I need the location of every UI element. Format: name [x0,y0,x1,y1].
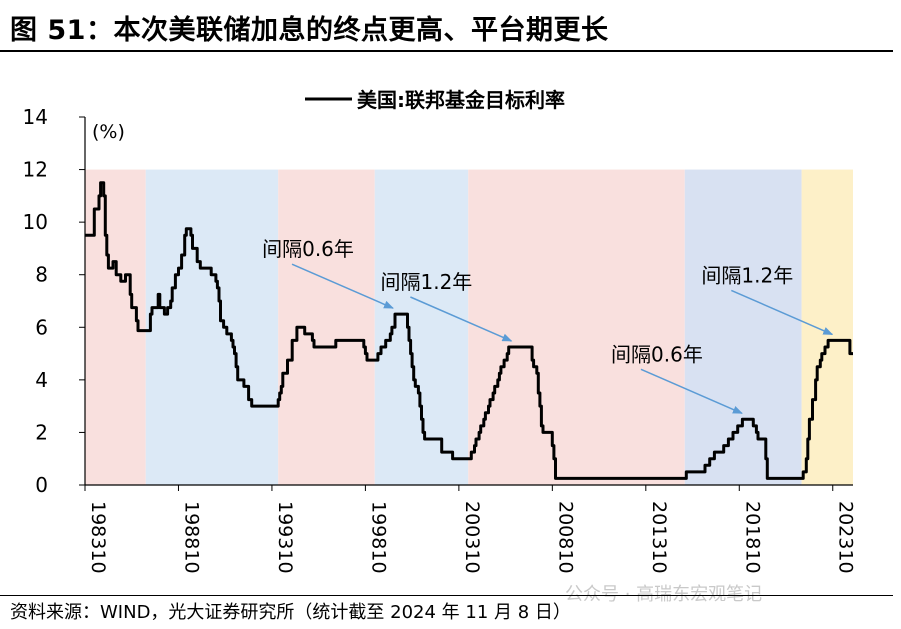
annotation-label: 间隔0.6年 [611,342,703,366]
figure-title: 图 51：本次美联储加息的终点更高、平台期更长 [10,15,609,46]
series-line-0 [85,181,853,480]
y-tick-label: 2 [35,420,48,444]
annotation-label: 间隔1.2年 [380,270,472,294]
x-tick-label: 200310 [461,501,483,574]
series-layer [85,181,853,480]
x-tick-label: 198810 [180,501,202,574]
y-tick-label: 12 [23,158,48,182]
phase-shading [85,169,853,486]
annotation-arrow [410,296,513,342]
source-divider [0,595,893,596]
shaded-period-cut [145,169,279,486]
y-tick-label: 8 [35,263,48,287]
y-tick-label: 4 [35,368,48,392]
title-divider [0,50,893,52]
legend: 美国:联邦基金目标利率 [305,88,565,112]
shaded-period-cut [374,169,469,486]
x-tick-label: 199310 [274,501,296,574]
y-tick-label: 14 [23,105,48,129]
y-tick-label: 10 [23,210,48,234]
y-tick-label: 0 [35,473,48,497]
annotation-arrow [640,368,743,414]
y-axis-unit: (%) [92,121,125,143]
annotation-arrow [291,263,394,309]
shaded-period-hike [468,169,685,486]
axes: 0 2 4 6 8 10 12 14 198310 198810 199310 199810 20031… [23,105,857,574]
annotation-label: 间隔1.2年 [701,263,793,287]
source-note: 资料来源：WIND，光大证券研究所（统计截至 2024 年 11 月 8 日） [10,602,571,623]
x-tick-label: 201810 [741,501,763,574]
shaded-period-cut [684,169,802,486]
x-tick-label: 201310 [648,501,670,574]
legend-label: 美国:联邦基金目标利率 [357,88,565,112]
annotation-label: 间隔0.6年 [262,237,354,261]
x-tick-label: 202310 [835,501,857,574]
annotation-arrow [731,289,834,336]
shaded-period-hike [278,169,375,486]
y-tick-label: 6 [35,315,48,339]
x-tick-label: 198310 [87,501,109,574]
x-tick-label: 199810 [367,501,389,574]
x-tick-label: 200810 [554,501,576,574]
watermark: 公众号 · 高瑞东宏观笔记 [565,584,763,605]
